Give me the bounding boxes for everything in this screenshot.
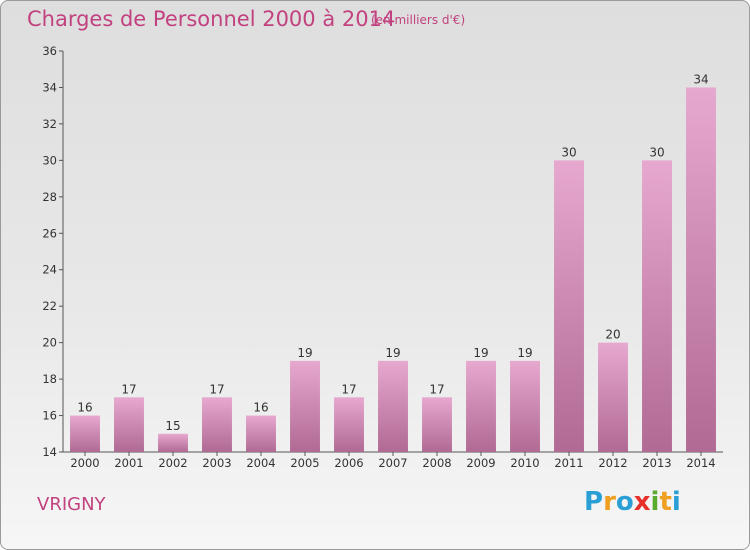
y-tick-label: 28 <box>42 190 57 204</box>
data-label: 15 <box>165 419 180 433</box>
y-tick-label: 26 <box>42 226 57 240</box>
y-tick-label: 34 <box>42 80 57 94</box>
city-name: VRIGNY <box>37 494 106 515</box>
data-label: 30 <box>561 145 576 159</box>
x-tick-label: 2012 <box>598 456 627 470</box>
x-tick-label: 2000 <box>70 456 99 470</box>
chart-title: Charges de Personnel 2000 à 2014 <box>27 7 396 31</box>
bar <box>158 433 188 452</box>
logo-letter: i <box>650 487 660 517</box>
data-label: 19 <box>385 346 400 360</box>
bar <box>114 397 144 452</box>
bar <box>510 360 540 452</box>
x-tick-label: 2002 <box>158 456 187 470</box>
y-tick-label: 22 <box>42 299 57 313</box>
x-tick-label: 2014 <box>686 456 715 470</box>
bar <box>290 360 320 452</box>
bar <box>554 160 584 452</box>
logo-letter: i <box>671 487 681 517</box>
logo-letter: o <box>615 487 634 517</box>
x-tick-label: 2001 <box>114 456 143 470</box>
x-tick-label: 2006 <box>334 456 363 470</box>
data-label: 17 <box>429 382 444 396</box>
data-label: 19 <box>297 346 312 360</box>
x-tick-label: 2011 <box>554 456 583 470</box>
y-tick-label: 36 <box>42 44 57 58</box>
x-tick-label: 2007 <box>378 456 407 470</box>
bar <box>642 160 672 452</box>
chart-unit: (en milliers d'€) <box>371 13 466 27</box>
x-tick-label: 2004 <box>246 456 275 470</box>
bar <box>202 397 232 452</box>
y-tick-label: 30 <box>42 153 57 167</box>
logo-letter: P <box>584 487 604 517</box>
bar <box>246 415 276 452</box>
data-label: 17 <box>341 382 356 396</box>
data-label: 19 <box>517 346 532 360</box>
y-tick-label: 14 <box>42 445 57 459</box>
logo-letter: t <box>659 487 672 517</box>
x-tick-label: 2003 <box>202 456 231 470</box>
bar <box>686 87 716 453</box>
bar <box>598 342 628 452</box>
data-label: 17 <box>209 382 224 396</box>
y-tick-label: 32 <box>42 117 57 131</box>
logo-letter: r <box>603 487 616 517</box>
x-tick-label: 2005 <box>290 456 319 470</box>
data-label: 19 <box>473 346 488 360</box>
x-tick-label: 2008 <box>422 456 451 470</box>
x-tick-label: 2010 <box>510 456 539 470</box>
x-tick-label: 2009 <box>466 456 495 470</box>
y-tick-label: 20 <box>42 336 57 350</box>
y-tick-label: 18 <box>42 372 57 386</box>
data-label: 20 <box>605 328 620 342</box>
logo-letter: x <box>633 487 651 517</box>
x-tick-label: 2013 <box>642 456 671 470</box>
bar <box>422 397 452 452</box>
bar <box>334 397 364 452</box>
y-tick-label: 24 <box>42 263 57 277</box>
data-label: 16 <box>253 401 268 415</box>
proxiti-logo: Proxiti <box>584 487 681 517</box>
y-tick-label: 16 <box>42 409 57 423</box>
bar <box>378 360 408 452</box>
data-label: 17 <box>121 382 136 396</box>
data-label: 30 <box>649 145 664 159</box>
bar <box>466 360 496 452</box>
bar <box>70 415 100 452</box>
data-label: 34 <box>693 72 708 86</box>
data-label: 16 <box>77 401 92 415</box>
